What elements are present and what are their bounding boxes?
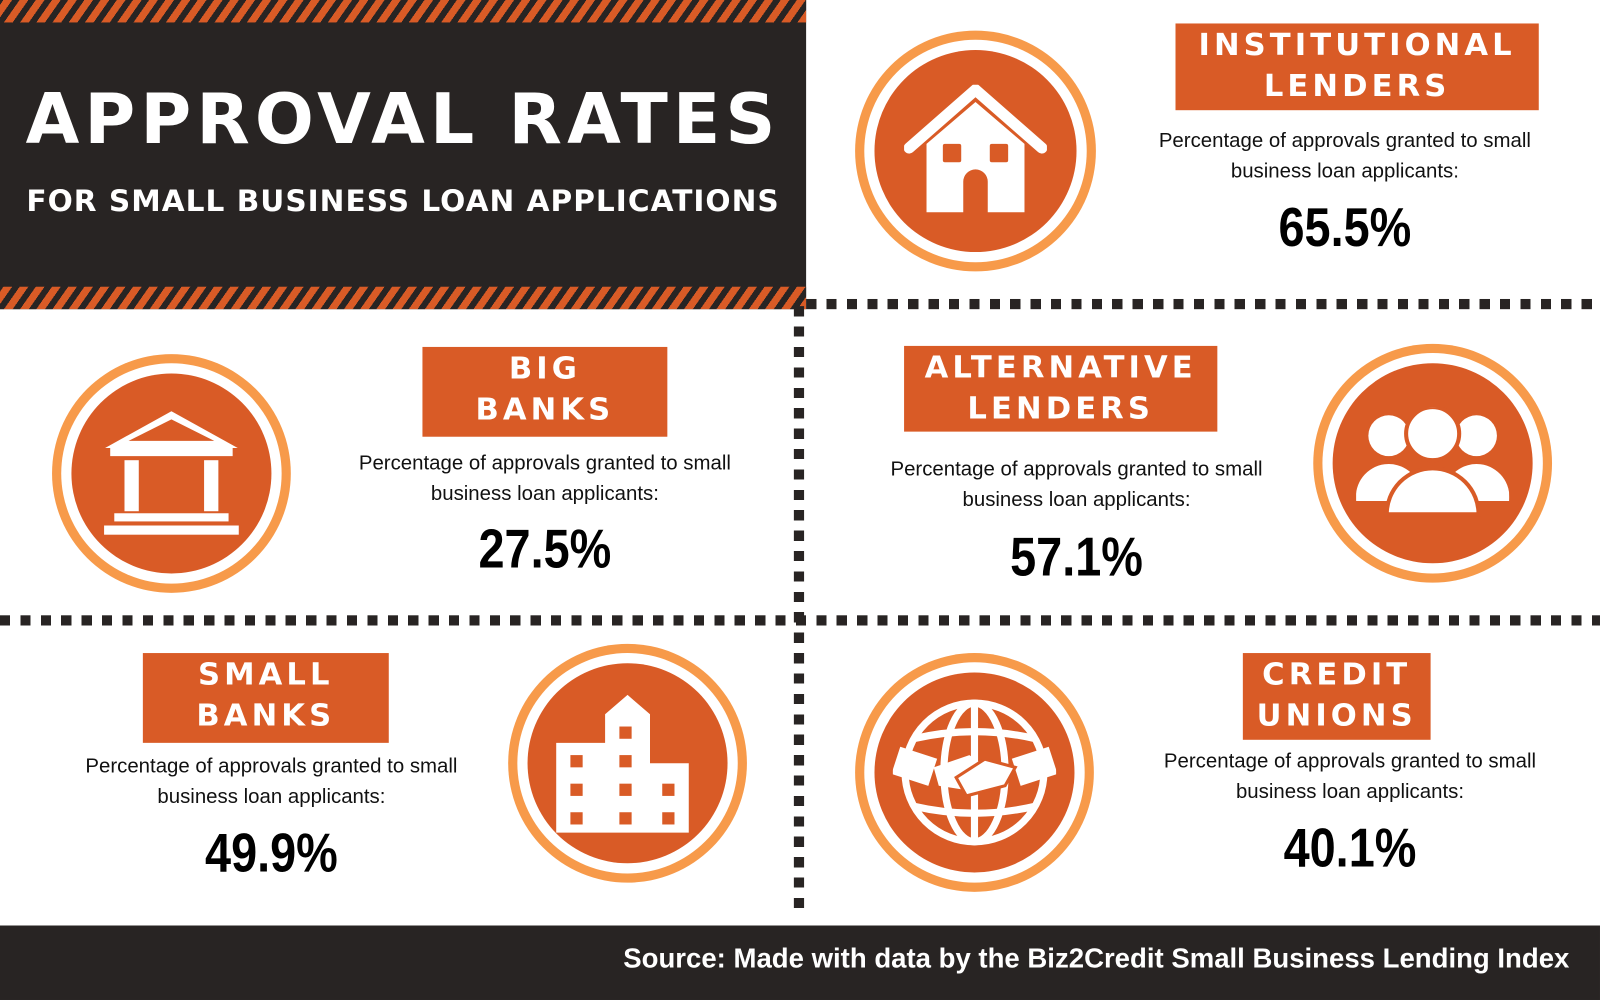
description: Percentage of approvals granted to small…	[1158, 129, 1531, 183]
bank-building-icon	[52, 354, 291, 593]
approval-rate: 57.1%	[1010, 526, 1143, 588]
category-label: ALTERNATIVE LENDERS	[904, 345, 1218, 432]
description: Percentage of approvals granted to small…	[85, 755, 458, 809]
divider	[806, 298, 1600, 310]
category-label: INSTITUTIONAL LENDERS	[1175, 23, 1539, 111]
bottom-stripe	[0, 286, 807, 310]
title-banner	[0, 0, 807, 310]
people-group-icon	[1313, 343, 1553, 583]
footer-bar	[0, 925, 1600, 1000]
category-label: CREDIT UNIONS	[1242, 653, 1431, 740]
page-subtitle: FOR SMALL BUSINESS LOAN APPLICATIONS	[26, 183, 780, 219]
description: Percentage of approvals granted to small…	[358, 452, 731, 506]
category-label: BIG BANKS	[422, 346, 668, 437]
description: Percentage of approvals granted to small…	[890, 458, 1263, 512]
approval-rate: 40.1%	[1283, 817, 1417, 879]
top-stripe	[0, 0, 807, 23]
globe-handshake-icon	[855, 653, 1094, 892]
approval-rate: 27.5%	[478, 518, 612, 580]
divider	[793, 306, 805, 919]
approval-rate: 49.9%	[205, 822, 338, 884]
source-note: Source: Made with data by the Biz2Credit…	[623, 942, 1570, 974]
office-building-icon	[508, 643, 747, 883]
approval-rate: 65.5%	[1278, 196, 1412, 259]
description: Percentage of approvals granted to small…	[1163, 749, 1537, 804]
house-icon	[855, 30, 1096, 272]
page-title: APPROVAL RATES	[25, 79, 781, 161]
category-label: SMALL BANKS	[142, 653, 389, 743]
